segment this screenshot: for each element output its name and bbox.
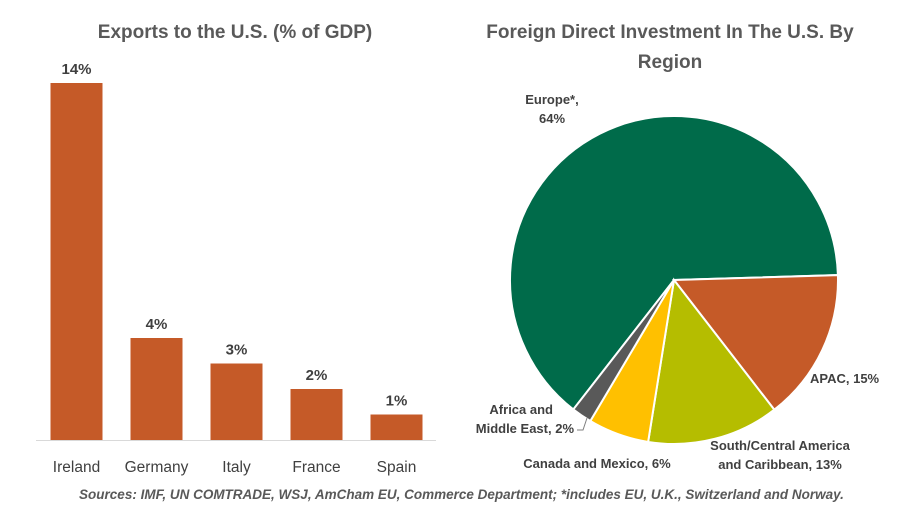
x-tick-label: France [292,459,340,476]
pie-slice-africa-middle-east [571,279,675,423]
pie-slice-europe [509,115,839,411]
bar-value-label: 4% [146,316,168,333]
bar-value-label: 14% [61,61,91,78]
pie-leader-line [577,417,588,431]
bar-france [290,389,343,440]
pie-label-apac: APAC, 15% [810,371,880,386]
source-note: Sources: IMF, UN COMTRADE, WSJ, AmCham E… [79,487,844,502]
bar-chart-title: Exports to the U.S. (% of GDP) [97,22,373,43]
pie-label-europe: Europe*, [525,92,578,107]
x-tick-label: Italy [222,459,251,476]
bar-value-label: 1% [386,393,408,410]
pie-label-europe-value: 64% [539,111,565,126]
pie-label-africa-middle-east: Africa and [489,402,553,417]
x-tick-label: Germany [125,459,189,476]
pie-slice-latin-america [646,277,776,445]
pie-label-latin-america: South/Central America [710,438,850,453]
pie-label-latin-america-value: and Caribbean, 13% [718,457,842,472]
bar-value-label: 2% [306,367,328,384]
pie-slice-apac [672,274,839,412]
x-tick-label: Ireland [53,459,100,476]
bar-ireland [50,83,103,440]
pie-label-canada-mexico: Canada and Mexico, 6% [523,456,671,471]
x-tick-label: Spain [377,459,417,476]
bar-spain [370,414,423,440]
bar-germany [130,338,183,440]
pie-label-africa-middle-east-value: Middle East, 2% [476,421,575,436]
bar-italy [210,363,263,440]
pie-chart-title: Foreign Direct Investment In The U.S. By… [486,22,854,73]
bar-value-label: 3% [226,342,248,359]
